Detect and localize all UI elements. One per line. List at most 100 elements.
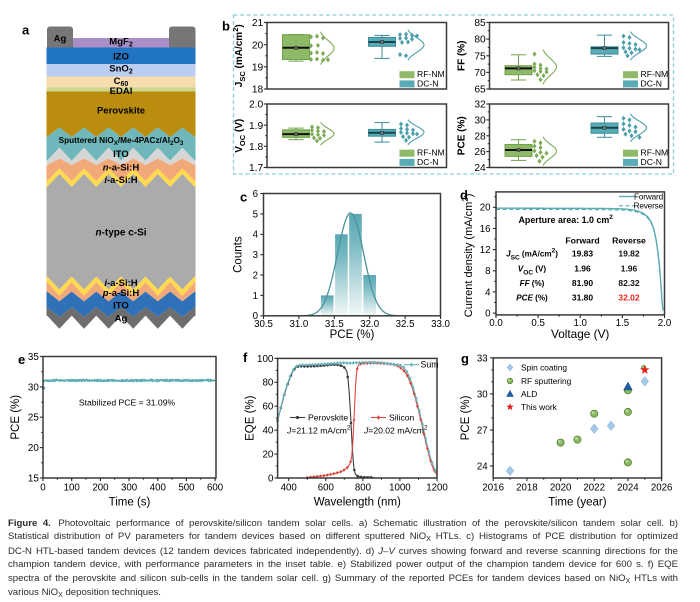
- svg-text:28: 28: [474, 131, 486, 142]
- svg-text:Current density (mA/cm2): Current density (mA/cm2): [461, 194, 475, 318]
- svg-text:25: 25: [28, 413, 39, 424]
- svg-text:81.90: 81.90: [572, 278, 594, 288]
- svg-text:20: 20: [252, 40, 264, 51]
- svg-text:ITO: ITO: [113, 149, 129, 160]
- svg-text:15: 15: [28, 473, 39, 484]
- svg-text:31.80: 31.80: [572, 293, 594, 303]
- svg-text:65: 65: [474, 85, 486, 96]
- svg-text:Aperture area: 1.0 cm2: Aperture area: 1.0 cm2: [519, 214, 614, 225]
- svg-text:n-a-Si:H: n-a-Si:H: [103, 162, 140, 173]
- svg-text:DC-N: DC-N: [641, 157, 662, 167]
- svg-text:300: 300: [121, 483, 138, 494]
- svg-text:f: f: [243, 350, 248, 365]
- svg-text:i-a-Si:H: i-a-Si:H: [104, 278, 137, 289]
- svg-text:18: 18: [252, 85, 264, 96]
- svg-text:75: 75: [474, 51, 486, 62]
- svg-text:p-a-Si:H: p-a-Si:H: [102, 288, 140, 299]
- svg-text:b: b: [222, 19, 230, 34]
- svg-text:32.5: 32.5: [396, 319, 415, 330]
- svg-text:4: 4: [485, 287, 491, 298]
- svg-text:82.32: 82.32: [618, 278, 640, 288]
- svg-text:800: 800: [355, 483, 372, 494]
- svg-text:ITO: ITO: [113, 301, 129, 312]
- svg-text:SnO2: SnO2: [109, 64, 133, 76]
- svg-text:400: 400: [281, 483, 298, 494]
- svg-text:4: 4: [253, 230, 259, 241]
- svg-text:RF-NM: RF-NM: [641, 148, 669, 158]
- svg-text:Wavelength (nm): Wavelength (nm): [314, 496, 401, 508]
- svg-text:33.0: 33.0: [431, 319, 450, 330]
- svg-text:16: 16: [480, 224, 491, 235]
- svg-text:32: 32: [474, 100, 486, 111]
- svg-text:RF-NM: RF-NM: [417, 148, 445, 158]
- svg-text:Sputtered NiOX/Me-4PACz/Al2O3: Sputtered NiOX/Me-4PACz/Al2O3: [59, 136, 184, 147]
- svg-text:n-type c-Si: n-type c-Si: [95, 228, 146, 239]
- svg-text:30: 30: [28, 382, 39, 393]
- svg-text:FF (%): FF (%): [520, 279, 545, 288]
- svg-text:1.7: 1.7: [249, 163, 263, 174]
- svg-text:a: a: [22, 23, 30, 38]
- svg-text:VOC (V): VOC (V): [518, 264, 546, 276]
- svg-text:i-a-Si:H: i-a-Si:H: [104, 175, 137, 186]
- svg-text:8: 8: [485, 266, 490, 277]
- svg-text:600: 600: [207, 483, 224, 494]
- svg-text:JSC (mA/cm2): JSC (mA/cm2): [506, 248, 558, 262]
- svg-text:Silicon: Silicon: [389, 413, 415, 423]
- svg-text:Stabilized PCE = 31.09%: Stabilized PCE = 31.09%: [79, 398, 176, 408]
- svg-text:EDAI: EDAI: [110, 86, 133, 97]
- svg-text:1: 1: [253, 291, 258, 302]
- svg-text:33: 33: [477, 353, 488, 364]
- svg-text:0.0: 0.0: [489, 318, 503, 329]
- svg-text:1000: 1000: [389, 483, 411, 494]
- svg-text:VOC (V): VOC (V): [234, 119, 247, 153]
- svg-text:RF sputtering: RF sputtering: [521, 376, 572, 386]
- svg-text:Reverse: Reverse: [634, 202, 664, 211]
- svg-text:80: 80: [262, 378, 273, 389]
- svg-text:40: 40: [262, 426, 273, 437]
- svg-text:MgF2: MgF2: [109, 37, 133, 49]
- svg-text:2020: 2020: [550, 483, 572, 494]
- svg-text:2.0: 2.0: [249, 100, 263, 111]
- svg-text:PCE (%): PCE (%): [10, 395, 22, 440]
- svg-text:g: g: [461, 351, 469, 366]
- svg-text:This work: This work: [521, 402, 558, 412]
- svg-text:31.0: 31.0: [289, 319, 308, 330]
- svg-text:1.96: 1.96: [574, 263, 591, 273]
- svg-text:PCE (%): PCE (%): [460, 395, 472, 440]
- svg-text:EQE (%): EQE (%): [245, 395, 257, 441]
- svg-text:32.02: 32.02: [618, 293, 640, 303]
- svg-text:1.96: 1.96: [621, 263, 638, 273]
- svg-text:3: 3: [253, 250, 258, 261]
- svg-text:24: 24: [474, 163, 486, 174]
- svg-text:d: d: [460, 188, 468, 203]
- svg-text:600: 600: [318, 483, 335, 494]
- svg-text:Sum: Sum: [421, 360, 439, 370]
- svg-text:Time (s): Time (s): [109, 496, 151, 508]
- svg-text:0: 0: [40, 483, 46, 494]
- svg-text:PCE (%): PCE (%): [516, 294, 548, 303]
- svg-text:Spin coating: Spin coating: [521, 363, 567, 373]
- svg-text:32.0: 32.0: [360, 319, 379, 330]
- svg-text:PCE (%): PCE (%): [330, 329, 375, 341]
- svg-text:27: 27: [477, 425, 488, 436]
- svg-text:J=21.12 mA/cm2: J=21.12 mA/cm2: [286, 425, 351, 436]
- svg-text:e: e: [18, 352, 25, 367]
- svg-text:1.0: 1.0: [573, 318, 587, 329]
- svg-text:2026: 2026: [651, 483, 673, 494]
- svg-text:200: 200: [92, 483, 109, 494]
- svg-text:Reverse: Reverse: [612, 235, 646, 245]
- svg-text:1200: 1200: [426, 483, 448, 494]
- svg-text:Ag: Ag: [54, 34, 67, 45]
- svg-text:2: 2: [253, 270, 258, 281]
- svg-text:400: 400: [150, 483, 167, 494]
- svg-text:0: 0: [253, 311, 259, 322]
- svg-text:RF-NM: RF-NM: [417, 69, 445, 79]
- svg-text:19.82: 19.82: [618, 249, 640, 259]
- svg-text:85: 85: [474, 18, 486, 29]
- svg-text:6: 6: [253, 189, 258, 200]
- svg-text:24: 24: [477, 461, 488, 472]
- svg-text:1.8: 1.8: [249, 142, 263, 153]
- svg-text:26: 26: [474, 147, 486, 158]
- svg-text:1.5: 1.5: [616, 318, 629, 329]
- svg-text:2024: 2024: [617, 483, 639, 494]
